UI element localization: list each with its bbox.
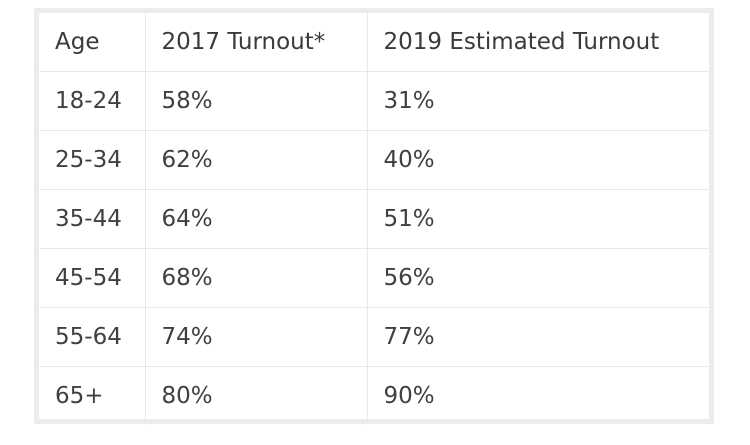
turnout-2017-cell: 68% [144,248,368,308]
turnout-2019-cell: 56% [366,248,709,308]
turnout-2017-cell: 64% [144,189,368,249]
turnout-2017-cell: 74% [144,307,368,367]
table-header-row: Age 2017 Turnout* 2019 Estimated Turnout [39,13,709,72]
turnout-table: Age 2017 Turnout* 2019 Estimated Turnout… [39,13,709,425]
age-cell: 25-34 [39,130,146,190]
turnout-2019-cell: 90% [366,366,709,425]
table-row: 18-24 58% 31% [39,71,709,131]
header-2017-turnout: 2017 Turnout* [144,13,368,72]
age-cell: 65+ [39,366,146,425]
turnout-2017-cell: 58% [144,71,368,131]
table-row: 55-64 74% 77% [39,307,709,367]
table-row: 65+ 80% 90% [39,366,709,425]
turnout-2019-cell: 51% [366,189,709,249]
turnout-2017-cell: 62% [144,130,368,190]
turnout-2017-cell: 80% [144,366,368,425]
turnout-2019-cell: 40% [366,130,709,190]
table-row: 25-34 62% 40% [39,130,709,190]
turnout-table-frame: Age 2017 Turnout* 2019 Estimated Turnout… [34,8,714,425]
header-age: Age [39,13,146,72]
age-cell: 18-24 [39,71,146,131]
table-row: 35-44 64% 51% [39,189,709,249]
table-row: 45-54 68% 56% [39,248,709,308]
age-cell: 45-54 [39,248,146,308]
turnout-2019-cell: 77% [366,307,709,367]
age-cell: 35-44 [39,189,146,249]
header-2019-estimated-turnout: 2019 Estimated Turnout [366,13,709,72]
turnout-2019-cell: 31% [366,71,709,131]
age-cell: 55-64 [39,307,146,367]
